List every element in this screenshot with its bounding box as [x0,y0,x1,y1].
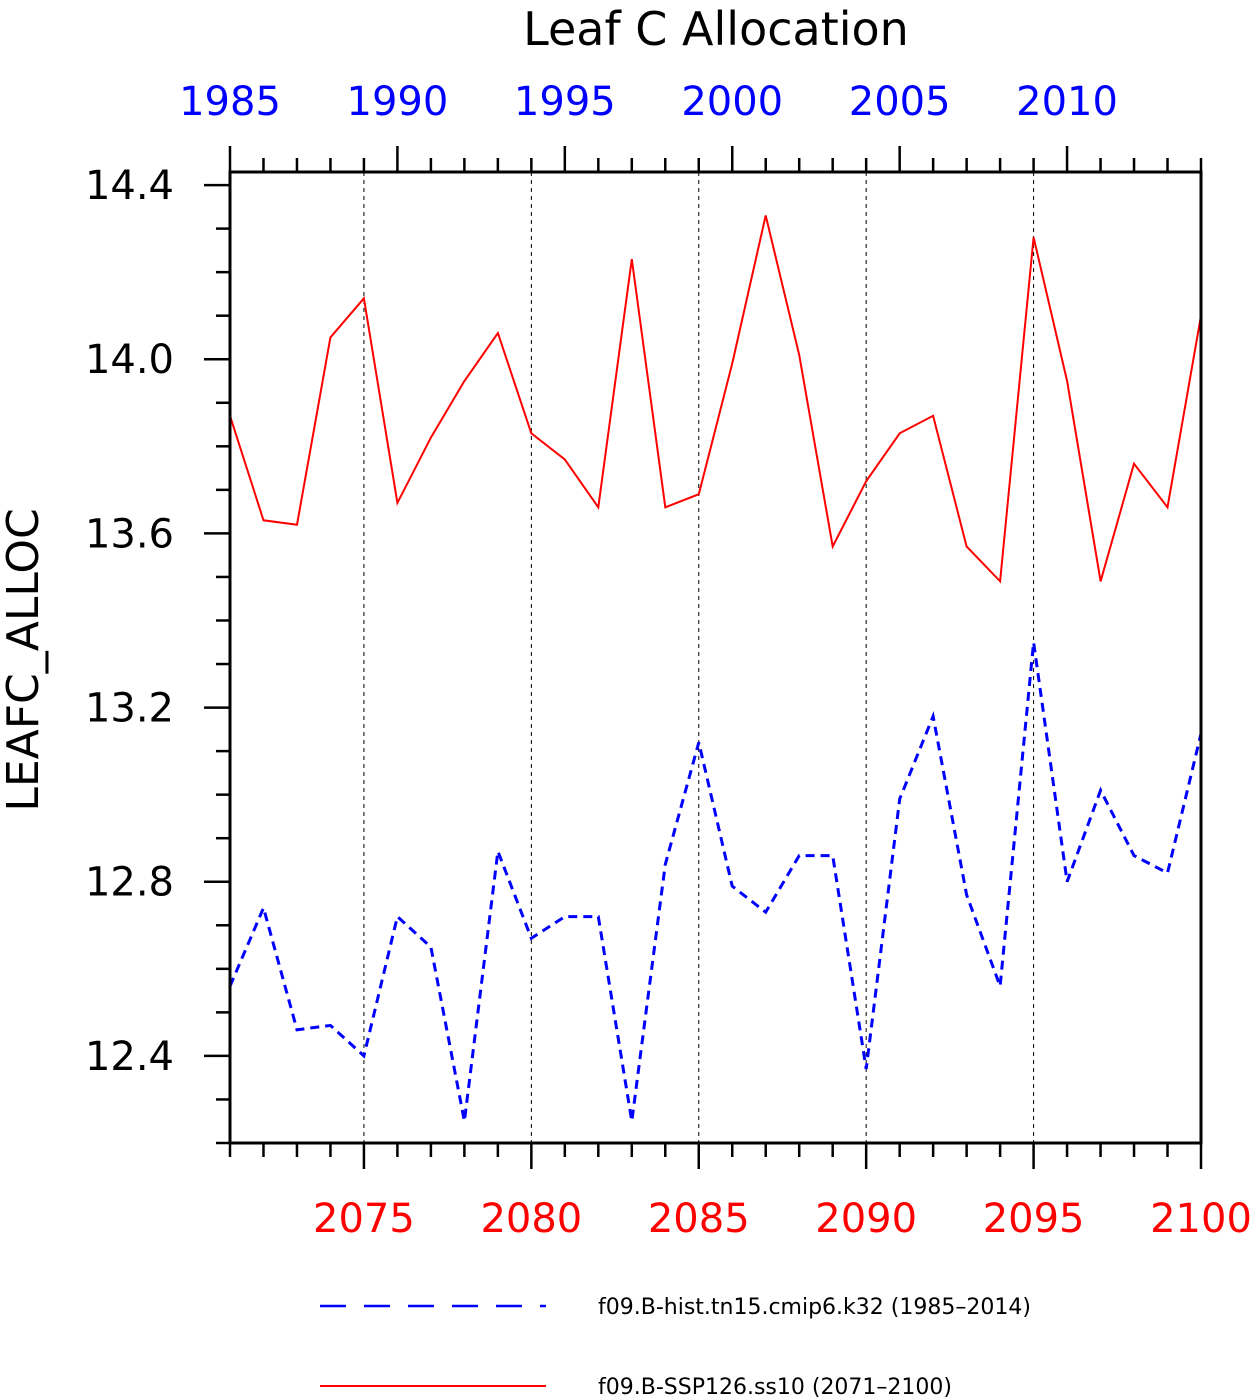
y-axis-tick-label: 12.8 [85,860,174,906]
y-axis-tick-label: 13.2 [85,686,174,732]
y-axis-tick-label: 12.4 [85,1034,174,1080]
bottom-axis-tick-label: 2075 [313,1196,415,1242]
chart-title: Leaf C Allocation [523,2,909,56]
top-axis-tick-label: 2010 [1016,79,1118,125]
legend: f09.B-hist.tn15.cmip6.k32 (1985–2014) f0… [320,1295,1031,1400]
top-axis-tick-label: 2000 [681,79,783,125]
bottom-axis-tick-label: 2100 [1150,1196,1252,1242]
plot-frame [228,170,1203,1145]
grid-lines [363,172,1035,1143]
y-axis-title: LEAFC_ALLOC [0,508,49,811]
series-line-1 [230,215,1201,584]
tick-labels: 2075 2080 2085 2090 2095 2100 1985 1990 1995 2000… [85,79,1252,1242]
y-axis-tick-label: 14.0 [85,337,174,383]
top-axis-tick-label: 2005 [849,79,951,125]
legend-label-hist: f09.B-hist.tn15.cmip6.k32 (1985–2014) [598,1295,1031,1320]
top-axis-tick-label: 1995 [514,79,616,125]
top-axis-tick-label: 1990 [347,79,449,125]
top-axis-tick-label: 1985 [179,79,281,125]
legend-label-ssp126: f09.B-SSP126.ss10 (2071–2100) [598,1375,952,1400]
bottom-axis-tick-label: 2085 [648,1196,750,1242]
bottom-axis-tick-label: 2095 [983,1196,1085,1242]
axis-ticks [204,146,1203,1169]
y-axis-tick-label: 13.6 [85,511,174,557]
series-group [230,215,1201,1122]
bottom-axis-tick-label: 2080 [480,1196,582,1242]
bottom-axis-tick-label: 2090 [815,1196,917,1242]
series-line-0 [230,642,1201,1122]
y-axis-tick-label: 14.4 [85,163,174,209]
